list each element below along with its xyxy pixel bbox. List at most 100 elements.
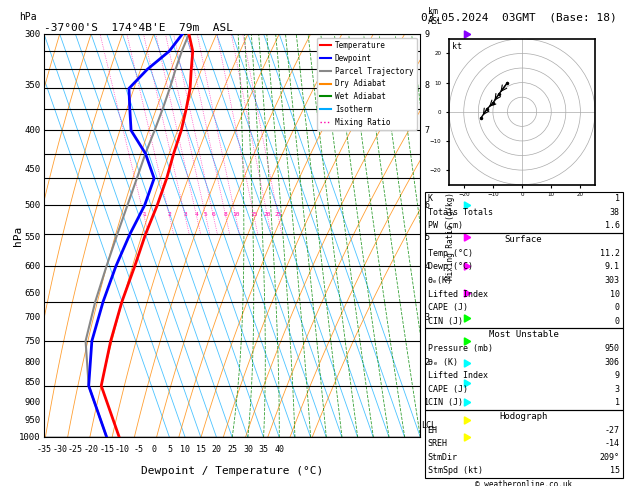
Text: 25: 25 [274, 211, 282, 217]
Text: -30: -30 [52, 446, 67, 454]
Text: EH: EH [428, 426, 438, 434]
Text: 15: 15 [610, 467, 620, 475]
Text: 400: 400 [24, 126, 40, 135]
Text: -27: -27 [604, 426, 620, 434]
Text: 209°: 209° [599, 453, 620, 462]
Text: 850: 850 [24, 379, 40, 387]
Text: Pressure (mb): Pressure (mb) [428, 344, 493, 353]
Text: CIN (J): CIN (J) [428, 399, 463, 407]
Text: 350: 350 [24, 81, 40, 90]
Text: StmDir: StmDir [428, 453, 458, 462]
Text: 1: 1 [615, 194, 620, 203]
Text: Dewpoint / Temperature (°C): Dewpoint / Temperature (°C) [141, 466, 323, 476]
Text: -14: -14 [604, 439, 620, 448]
Text: 11.2: 11.2 [599, 249, 620, 258]
Text: © weatheronline.co.uk: © weatheronline.co.uk [475, 480, 572, 486]
Text: 300: 300 [24, 30, 40, 38]
Text: 6: 6 [424, 201, 429, 209]
Text: 2: 2 [424, 358, 429, 367]
Text: 9: 9 [615, 371, 620, 380]
Text: 1.6: 1.6 [604, 222, 620, 230]
Text: Mixing Ratio (g/kg): Mixing Ratio (g/kg) [446, 192, 455, 279]
Text: θₑ (K): θₑ (K) [428, 358, 458, 366]
Text: 6: 6 [211, 211, 215, 217]
Text: -15: -15 [99, 446, 114, 454]
Text: Surface: Surface [505, 235, 542, 244]
Text: 10: 10 [180, 446, 190, 454]
Text: 800: 800 [24, 358, 40, 367]
Text: 5: 5 [167, 446, 172, 454]
Text: 3: 3 [615, 385, 620, 394]
Text: SREH: SREH [428, 439, 448, 448]
Text: 500: 500 [24, 201, 40, 209]
Text: hPa: hPa [19, 12, 36, 22]
Text: 3: 3 [183, 211, 187, 217]
Text: Dewp (°C): Dewp (°C) [428, 262, 473, 271]
Text: 38: 38 [610, 208, 620, 217]
Text: 750: 750 [24, 336, 40, 346]
Text: 650: 650 [24, 289, 40, 297]
Text: hPa: hPa [13, 226, 23, 246]
Text: θₑ(K): θₑ(K) [428, 276, 453, 285]
Text: 20: 20 [264, 211, 271, 217]
Text: 900: 900 [24, 398, 40, 407]
Text: 306: 306 [604, 358, 620, 366]
Text: Totals Totals: Totals Totals [428, 208, 493, 217]
Text: 4: 4 [195, 211, 199, 217]
Text: -20: -20 [84, 446, 99, 454]
Text: 7: 7 [424, 126, 429, 135]
Text: 700: 700 [24, 313, 40, 322]
Text: 1000: 1000 [19, 433, 40, 442]
Text: 600: 600 [24, 262, 40, 271]
Text: 15: 15 [196, 446, 206, 454]
Text: -37°00'S  174°4B'E  79m  ASL: -37°00'S 174°4B'E 79m ASL [44, 23, 233, 33]
Text: -5: -5 [133, 446, 143, 454]
Text: StmSpd (kt): StmSpd (kt) [428, 467, 482, 475]
Text: 25: 25 [227, 446, 237, 454]
Text: 950: 950 [24, 416, 40, 425]
Text: km
ASL: km ASL [428, 6, 443, 26]
Text: 4: 4 [424, 262, 429, 271]
Text: 03.05.2024  03GMT  (Base: 18): 03.05.2024 03GMT (Base: 18) [421, 12, 617, 22]
Text: 9: 9 [424, 30, 429, 38]
Text: Temp (°C): Temp (°C) [428, 249, 473, 258]
Text: Lifted Index: Lifted Index [428, 290, 487, 298]
Text: 35: 35 [259, 446, 269, 454]
Text: 9.1: 9.1 [604, 262, 620, 271]
Legend: Temperature, Dewpoint, Parcel Trajectory, Dry Adiabat, Wet Adiabat, Isotherm, Mi: Temperature, Dewpoint, Parcel Trajectory… [316, 38, 416, 130]
Text: 303: 303 [604, 276, 620, 285]
Text: Hodograph: Hodograph [499, 412, 548, 421]
Text: 550: 550 [24, 233, 40, 242]
Text: -35: -35 [36, 446, 52, 454]
Text: 950: 950 [604, 344, 620, 353]
Text: 0: 0 [615, 317, 620, 326]
Text: 8: 8 [224, 211, 228, 217]
Text: 1: 1 [615, 399, 620, 407]
Text: CIN (J): CIN (J) [428, 317, 463, 326]
Text: LCL: LCL [421, 421, 437, 430]
Text: CAPE (J): CAPE (J) [428, 303, 468, 312]
Text: Most Unstable: Most Unstable [489, 330, 559, 339]
Text: 10: 10 [232, 211, 240, 217]
Text: 10: 10 [610, 290, 620, 298]
Text: 20: 20 [211, 446, 221, 454]
Text: 2: 2 [167, 211, 171, 217]
Text: Lifted Index: Lifted Index [428, 371, 487, 380]
Text: 0: 0 [152, 446, 157, 454]
Text: 40: 40 [274, 446, 284, 454]
Text: K: K [428, 194, 433, 203]
Text: PW (cm): PW (cm) [428, 222, 463, 230]
Text: 1: 1 [424, 398, 429, 407]
Text: 1: 1 [142, 211, 146, 217]
Text: -25: -25 [68, 446, 83, 454]
Text: kt: kt [452, 42, 462, 51]
Text: 0: 0 [615, 303, 620, 312]
Text: 5: 5 [204, 211, 208, 217]
Text: 3: 3 [424, 313, 429, 322]
Text: 30: 30 [243, 446, 253, 454]
Text: 5: 5 [424, 233, 429, 242]
Text: -10: -10 [115, 446, 130, 454]
Text: 15: 15 [250, 211, 258, 217]
Text: 450: 450 [24, 165, 40, 174]
Text: 8: 8 [424, 81, 429, 90]
